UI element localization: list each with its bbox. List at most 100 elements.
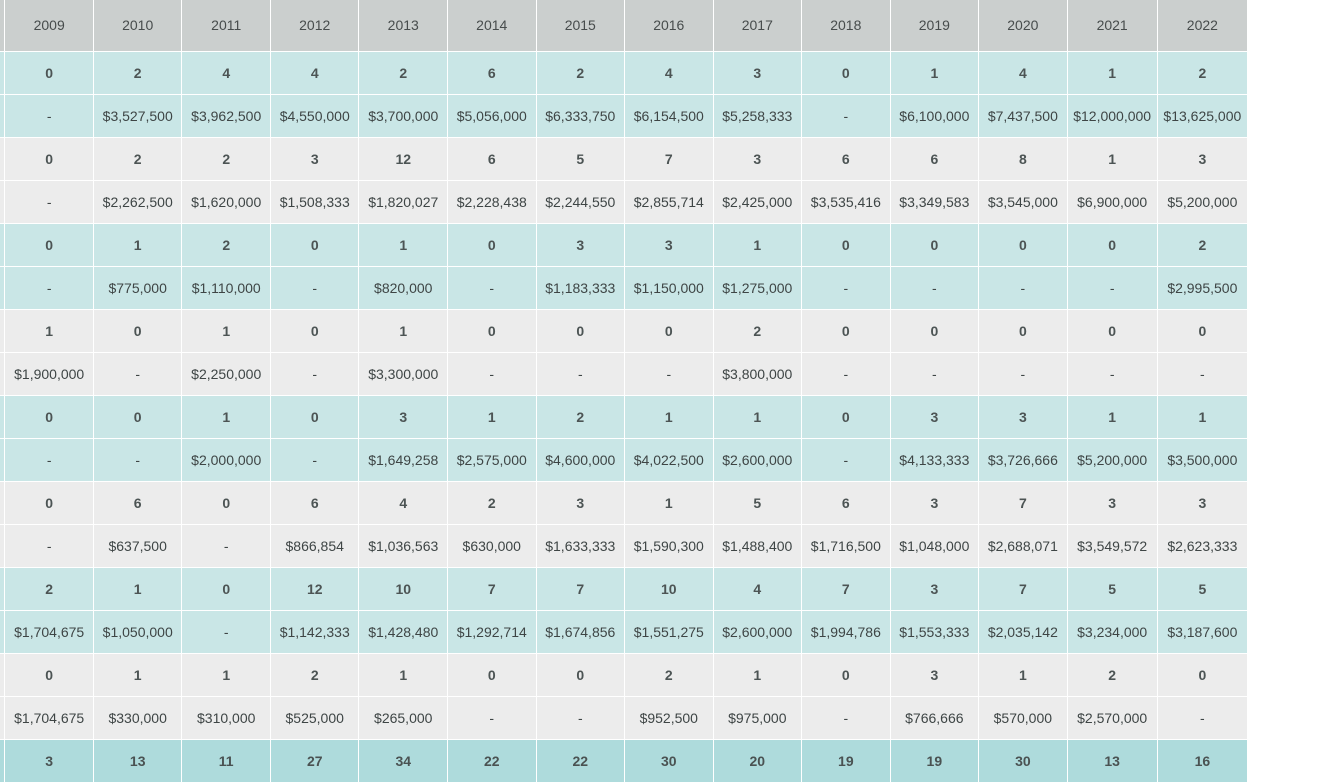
count-cell: 1 (358, 223, 448, 267)
header-cell-year[interactable]: 2020 (978, 0, 1068, 52)
amount-cell: - (181, 610, 271, 654)
header-cell-year[interactable]: 2012 (270, 0, 360, 52)
count-cell: 1 (93, 223, 183, 267)
amount-cell: - (1067, 266, 1158, 310)
amount-cell: $2,425,000 (713, 180, 803, 224)
amount-cell: $6,900,000 (1067, 180, 1158, 224)
count-cell: 7 (801, 567, 891, 611)
count-cell: 7 (978, 567, 1068, 611)
header-cell-year[interactable]: 2010 (93, 0, 183, 52)
amount-cell: - (4, 180, 94, 224)
row-label-cell (0, 352, 6, 396)
count-cell: 1 (978, 653, 1068, 697)
header-cell-year[interactable]: 2018 (801, 0, 891, 52)
header-cell-year[interactable]: 2009 (4, 0, 94, 52)
row-label-cell (0, 438, 6, 482)
amount-cell: - (536, 696, 626, 740)
amount-cell: - (270, 438, 360, 482)
amount-cell: - (181, 524, 271, 568)
row-label-cell: 37 (0, 180, 6, 224)
count-cell: 20 (713, 739, 803, 782)
count-cell: 0 (270, 223, 360, 267)
count-cell: 16 (1157, 739, 1249, 782)
count-cell: 2 (536, 395, 626, 439)
count-cell: 3 (890, 481, 980, 525)
totals-row: 3 13 11 27 34 22 22 30 20 19 19 30 13 16 (0, 739, 1249, 782)
header-cell-year[interactable]: 2011 (181, 0, 271, 52)
amount-cell: $1,050,000 (93, 610, 183, 654)
count-cell: 0 (181, 481, 271, 525)
count-cell: 0 (1157, 309, 1249, 353)
count-cell: 1 (1067, 395, 1158, 439)
count-cell: 0 (1067, 223, 1158, 267)
amount-cell: $3,187,600 (1157, 610, 1249, 654)
amount-cell: $2,570,000 (1067, 696, 1158, 740)
count-cell: 1 (93, 567, 183, 611)
value-row: 0$1,704,675$330,000$310,000$525,000$265,… (0, 696, 1249, 740)
amount-cell: $1,142,333 (270, 610, 360, 654)
count-cell: 2 (270, 653, 360, 697)
count-cell: 0 (447, 309, 537, 353)
header-cell-year[interactable]: 2022 (1157, 0, 1249, 52)
count-cell: 4 (978, 51, 1068, 95)
count-cell: 5 (536, 137, 626, 181)
count-cell: 5 (1157, 567, 1249, 611)
count-cell: 0 (801, 309, 891, 353)
amount-cell: $2,250,000 (181, 352, 271, 396)
amount-cell: - (270, 266, 360, 310)
header-cell-year[interactable]: 2019 (890, 0, 980, 52)
amount-cell: $1,428,480 (358, 610, 448, 654)
amount-cell: $310,000 (181, 696, 271, 740)
amount-cell: $3,545,000 (978, 180, 1068, 224)
count-cell: 0 (1157, 653, 1249, 697)
amount-cell: - (801, 352, 891, 396)
count-cell: 0 (801, 395, 891, 439)
count-cell: 2 (93, 51, 183, 95)
amount-cell: - (447, 352, 537, 396)
count-cell: 2 (181, 137, 271, 181)
amount-cell: $2,855,714 (624, 180, 714, 224)
count-cell: 7 (978, 481, 1068, 525)
amount-cell: $5,056,000 (447, 94, 537, 138)
amount-cell: $975,000 (713, 696, 803, 740)
header-cell-label[interactable] (0, 0, 6, 52)
header-cell-year[interactable]: 2014 (447, 0, 537, 52)
row-label-cell: 25 (0, 94, 6, 138)
count-cell: 6 (801, 137, 891, 181)
count-cell: 2 (1157, 223, 1249, 267)
amount-cell: $2,995,500 (1157, 266, 1249, 310)
amount-cell: $630,000 (447, 524, 537, 568)
amount-cell: $1,488,400 (713, 524, 803, 568)
header-cell-year[interactable]: 2016 (624, 0, 714, 52)
count-cell: 1 (181, 653, 271, 697)
amount-cell: $3,527,500 (93, 94, 183, 138)
amount-cell: $2,244,550 (536, 180, 626, 224)
amount-cell: $6,154,500 (624, 94, 714, 138)
count-cell: 22 (536, 739, 626, 782)
amount-cell: $1,704,675 (4, 610, 94, 654)
amount-cell: - (93, 352, 183, 396)
row-label-cell: 00 (0, 610, 6, 654)
count-cell: 3 (890, 395, 980, 439)
count-row: 2 1 0 12 10 7 7 10 4 7 3 7 5 5 (0, 567, 1249, 611)
amount-cell: $3,700,000 (358, 94, 448, 138)
amount-cell: $3,300,000 (358, 352, 448, 396)
count-cell: 1 (93, 653, 183, 697)
count-cell: 2 (181, 223, 271, 267)
header-cell-year[interactable]: 2013 (358, 0, 448, 52)
count-cell: 0 (181, 567, 271, 611)
count-cell: 3 (536, 223, 626, 267)
header-cell-year[interactable]: 2017 (713, 0, 803, 52)
count-cell: 1 (1157, 395, 1249, 439)
count-cell: 3 (4, 739, 94, 782)
header-cell-year[interactable]: 2021 (1067, 0, 1158, 52)
header-cell-year[interactable]: 2015 (536, 0, 626, 52)
count-cell: 1 (4, 309, 94, 353)
count-cell: 2 (713, 309, 803, 353)
count-cell: 6 (447, 137, 537, 181)
count-cell: 0 (801, 51, 891, 95)
count-cell: 0 (978, 223, 1068, 267)
amount-cell: $3,234,000 (1067, 610, 1158, 654)
value-row: - - $2,000,000- $1,649,258 $2,575,000 $4,600,… (0, 438, 1249, 482)
